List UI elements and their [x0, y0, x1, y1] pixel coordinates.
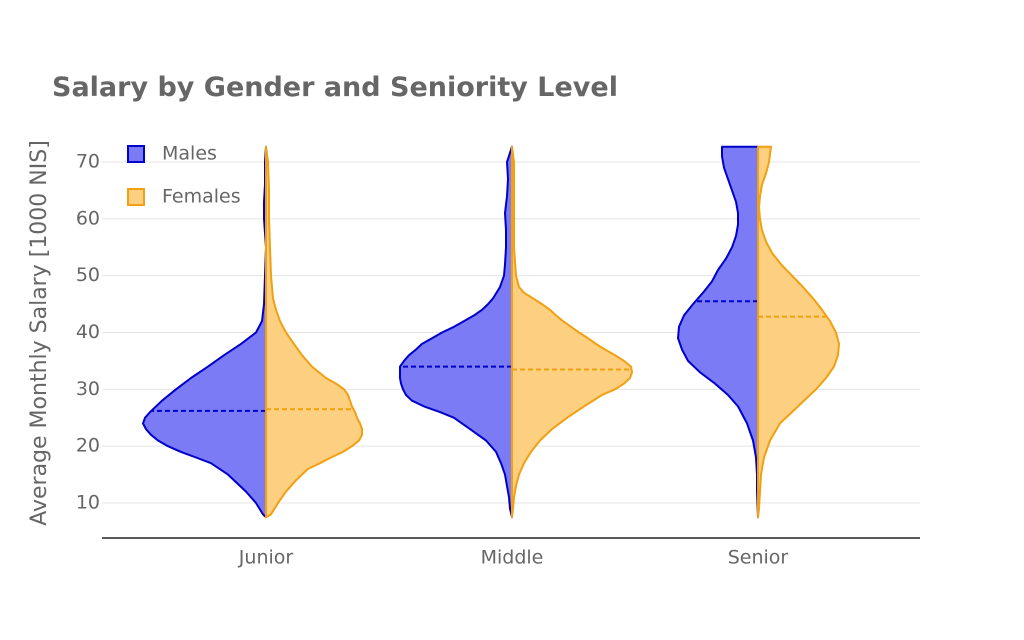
- violins: [142, 145, 840, 519]
- legend-label: Males: [162, 143, 217, 165]
- violin-males-middle: [399, 145, 513, 519]
- y-tick-label: 50: [76, 264, 100, 286]
- legend-item-females[interactable]: Females: [127, 186, 241, 208]
- x-tick-label: Middle: [481, 547, 544, 569]
- legend-label: Females: [162, 186, 241, 208]
- violin-females-senior: [757, 145, 840, 519]
- x-tick-label: Senior: [728, 547, 789, 569]
- violin-males-senior: [677, 145, 759, 519]
- tick-labels: 10 20 30 40 50 60 70 Junior Middle Senior: [76, 151, 789, 569]
- y-tick-label: 60: [76, 207, 100, 229]
- chart-title: Salary by Gender and Seniority Level: [52, 72, 618, 103]
- y-tick-label: 10: [76, 492, 100, 514]
- y-tick-label: 40: [76, 321, 100, 343]
- legend-swatch: [127, 188, 145, 206]
- violin-males-junior: [142, 145, 267, 519]
- violin-females-middle: [511, 145, 633, 519]
- y-tick-label: 20: [76, 435, 100, 457]
- y-tick-label: 70: [76, 151, 100, 173]
- y-axis-title: Average Monthly Salary [1000 NIS]: [27, 140, 52, 526]
- legend-item-males[interactable]: Males: [127, 143, 217, 165]
- y-tick-label: 30: [76, 378, 100, 400]
- violin-females-junior: [265, 145, 363, 519]
- legend-swatch: [127, 145, 145, 163]
- legend: Males Females: [127, 143, 241, 208]
- x-tick-label: Junior: [238, 547, 294, 569]
